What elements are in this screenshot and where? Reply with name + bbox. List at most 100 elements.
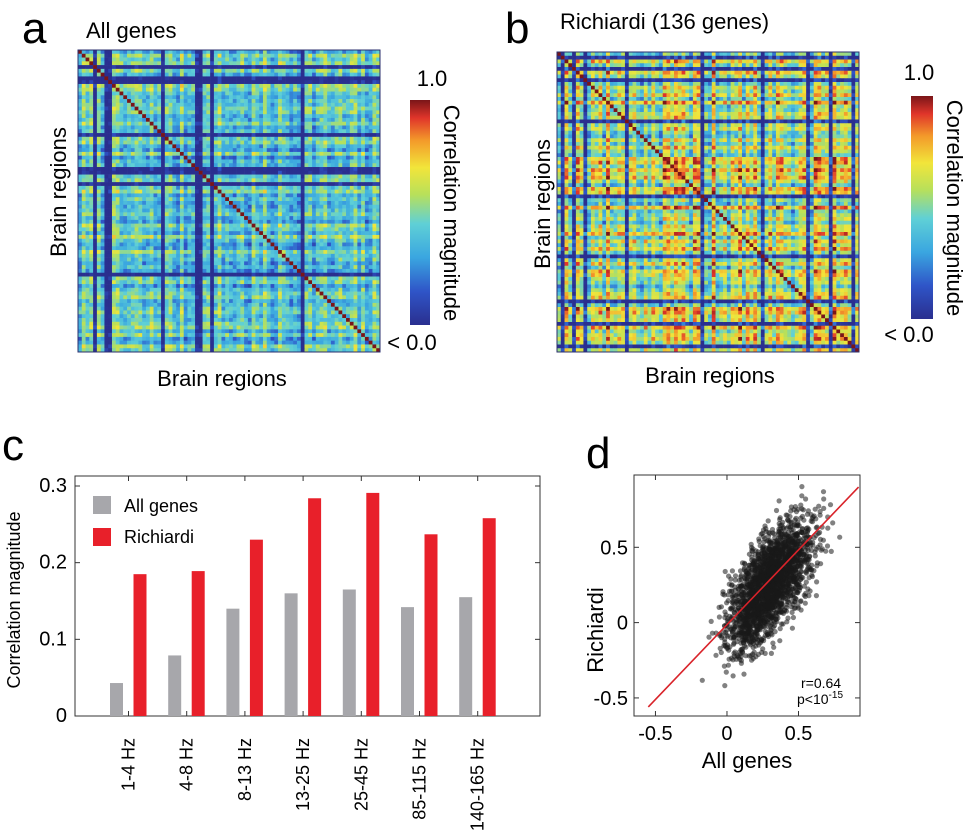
heatmap-cell (274, 58, 278, 62)
heatmap-cell (338, 156, 342, 160)
heatmap-cell (120, 95, 124, 99)
heatmap-cell (176, 58, 180, 62)
heatmap-cell (327, 220, 331, 224)
heatmap-cell (244, 250, 248, 254)
heatmap-cell (214, 148, 218, 152)
heatmap-cell (293, 231, 297, 235)
heatmap-cell (338, 280, 342, 284)
heatmap-cell (259, 133, 263, 137)
heatmap-cell (229, 197, 233, 201)
heatmap-cell (369, 88, 373, 92)
heatmap-cell (165, 284, 169, 288)
heatmap-cell (248, 201, 252, 205)
heatmap-cell (218, 254, 222, 258)
heatmap-cell (229, 141, 233, 145)
heatmap-cell (308, 152, 312, 156)
heatmap-cell (252, 239, 256, 243)
heatmap-cell (342, 231, 346, 235)
heatmap-cell (93, 76, 97, 80)
heatmap-cell (289, 114, 293, 118)
heatmap-cell (274, 171, 278, 175)
heatmap-cell (157, 122, 161, 126)
heatmap-cell (191, 73, 195, 77)
heatmap-cell (271, 88, 275, 92)
heatmap-cell (327, 246, 331, 250)
heatmap-cell (172, 167, 176, 171)
heatmap-cell (180, 73, 184, 77)
heatmap-cell (104, 144, 108, 148)
heatmap-cell (237, 122, 241, 126)
heatmap-cell (346, 182, 350, 186)
heatmap-cell (218, 167, 222, 171)
heatmap-cell (127, 156, 131, 160)
heatmap-cell (259, 182, 263, 186)
heatmap-cell (282, 280, 286, 284)
heatmap-cell (350, 212, 354, 216)
heatmap-cell (252, 65, 256, 69)
heatmap-cell (365, 243, 369, 247)
heatmap-cell (78, 227, 82, 231)
heatmap-cell (191, 95, 195, 99)
heatmap-cell (154, 239, 158, 243)
heatmap-cell (301, 171, 305, 175)
heatmap-cell (195, 50, 199, 54)
heatmap-cell (101, 88, 105, 92)
heatmap-cell (286, 197, 290, 201)
heatmap-cell (191, 69, 195, 73)
heatmap-cell (293, 114, 297, 118)
heatmap-cell (240, 88, 244, 92)
heatmap-cell (372, 269, 376, 273)
heatmap-cell (86, 186, 90, 190)
heatmap-cell (206, 197, 210, 201)
heatmap-cell (154, 273, 158, 277)
heatmap-cell (323, 95, 327, 99)
heatmap-cell (248, 197, 252, 201)
heatmap-cell (184, 182, 188, 186)
heatmap-cell (233, 122, 237, 126)
heatmap-cell (210, 182, 214, 186)
heatmap-cell (184, 95, 188, 99)
heatmap-cell (354, 212, 358, 216)
heatmap-cell (176, 122, 180, 126)
heatmap-cell (154, 54, 158, 58)
heatmap-cell (82, 148, 86, 152)
heatmap-cell (312, 69, 316, 73)
heatmap-cell (82, 273, 86, 277)
heatmap-cell (131, 220, 135, 224)
heatmap-cell (199, 269, 203, 273)
heatmap-cell (180, 277, 184, 281)
heatmap-cell (297, 254, 301, 258)
heatmap-cell (278, 69, 282, 73)
heatmap-cell (244, 220, 248, 224)
heatmap-cell (172, 88, 176, 92)
heatmap-cell (199, 265, 203, 269)
heatmap-cell (225, 182, 229, 186)
heatmap-cell (82, 258, 86, 262)
heatmap-cell (142, 69, 146, 73)
heatmap-cell (89, 95, 93, 99)
heatmap-cell (342, 92, 346, 96)
heatmap-cell (131, 58, 135, 62)
heatmap-cell (346, 80, 350, 84)
heatmap-cell (210, 129, 214, 133)
heatmap-cell (297, 261, 301, 265)
heatmap-cell (150, 235, 154, 239)
heatmap-cell (316, 261, 320, 265)
heatmap-cell (369, 239, 373, 243)
heatmap-cell (301, 280, 305, 284)
heatmap-cell (221, 159, 225, 163)
heatmap-cell (286, 129, 290, 133)
heatmap-cell (297, 92, 301, 96)
heatmap-cell (180, 269, 184, 273)
heatmap-cell (308, 58, 312, 62)
heatmap-cell (346, 129, 350, 133)
heatmap-cell (135, 254, 139, 258)
heatmap-cell (187, 186, 191, 190)
heatmap-cell (229, 171, 233, 175)
heatmap-cell (305, 261, 309, 265)
heatmap-cell (210, 273, 214, 277)
heatmap-cell (282, 190, 286, 194)
heatmap-cell (154, 246, 158, 250)
heatmap-cell (327, 280, 331, 284)
heatmap-cell (180, 122, 184, 126)
